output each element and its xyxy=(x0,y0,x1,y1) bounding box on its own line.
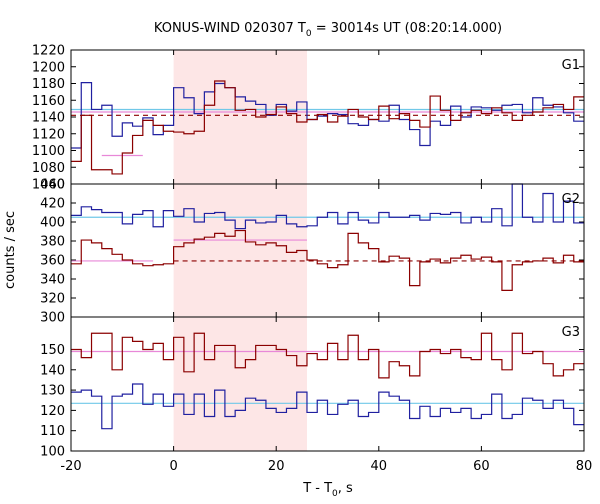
series-blue-g2 xyxy=(71,183,584,230)
y-tick-label: 1120 xyxy=(32,127,65,142)
y-tick-label: 1180 xyxy=(32,77,65,92)
y-tick-label: 140 xyxy=(40,363,65,378)
x-axis-label: T - T0, s xyxy=(302,481,353,499)
y-tick-label: 130 xyxy=(40,384,65,399)
y-tick-label: 340 xyxy=(40,273,65,288)
y-tick-label: 300 xyxy=(40,311,65,326)
panel-g2: 300 320 340 360 380 400 420 440 G2 xyxy=(40,178,585,326)
chart-title: KONUS-WIND 020307 T0 = 30014s UT (08:20:… xyxy=(154,21,502,39)
y-tick-label: 1200 xyxy=(32,60,65,75)
y-tick-label: 100 xyxy=(40,445,65,460)
series-red-g1 xyxy=(71,80,584,175)
x-tick-label: 0 xyxy=(169,459,177,474)
highlight-interval xyxy=(173,50,307,451)
series-red-g3 xyxy=(71,332,584,379)
x-tick-label: 40 xyxy=(371,459,388,474)
y-tick-label: 360 xyxy=(40,254,65,269)
panel-label: G2 xyxy=(562,192,580,207)
series-blue-g3 xyxy=(71,383,584,430)
y-tick-label: 420 xyxy=(40,197,65,212)
x-tick-label: 20 xyxy=(268,459,285,474)
series-red-g2 xyxy=(71,229,584,291)
y-tick-label: 1080 xyxy=(32,161,65,176)
y-axis-label: counts / sec xyxy=(3,211,18,289)
x-tick-label: 80 xyxy=(576,459,593,474)
panel-label: G3 xyxy=(562,325,580,340)
y-tick-label: 1140 xyxy=(32,111,65,126)
y-tick-label: 120 xyxy=(40,404,65,419)
y-tick-label: 110 xyxy=(40,424,65,439)
x-tick-label: 60 xyxy=(473,459,490,474)
y-tick-label: 320 xyxy=(40,292,65,307)
panel-g3: 100 110 120 130 140 150 G3 xyxy=(40,316,585,460)
x-tick-label: -20 xyxy=(60,459,81,474)
y-tick-label: 1160 xyxy=(32,94,65,109)
panel-frame xyxy=(70,183,585,318)
y-tick-label: 1060 xyxy=(32,178,65,193)
y-tick-label: 380 xyxy=(40,235,65,250)
y-tick-label: 150 xyxy=(40,343,65,358)
y-tick-label: 1220 xyxy=(32,44,65,59)
panel-frame xyxy=(70,316,585,452)
y-tick-label: 1100 xyxy=(32,144,65,159)
y-tick-label: 440 xyxy=(40,178,65,193)
y-tick-label: 400 xyxy=(40,216,65,231)
panel-label: G1 xyxy=(562,58,580,73)
